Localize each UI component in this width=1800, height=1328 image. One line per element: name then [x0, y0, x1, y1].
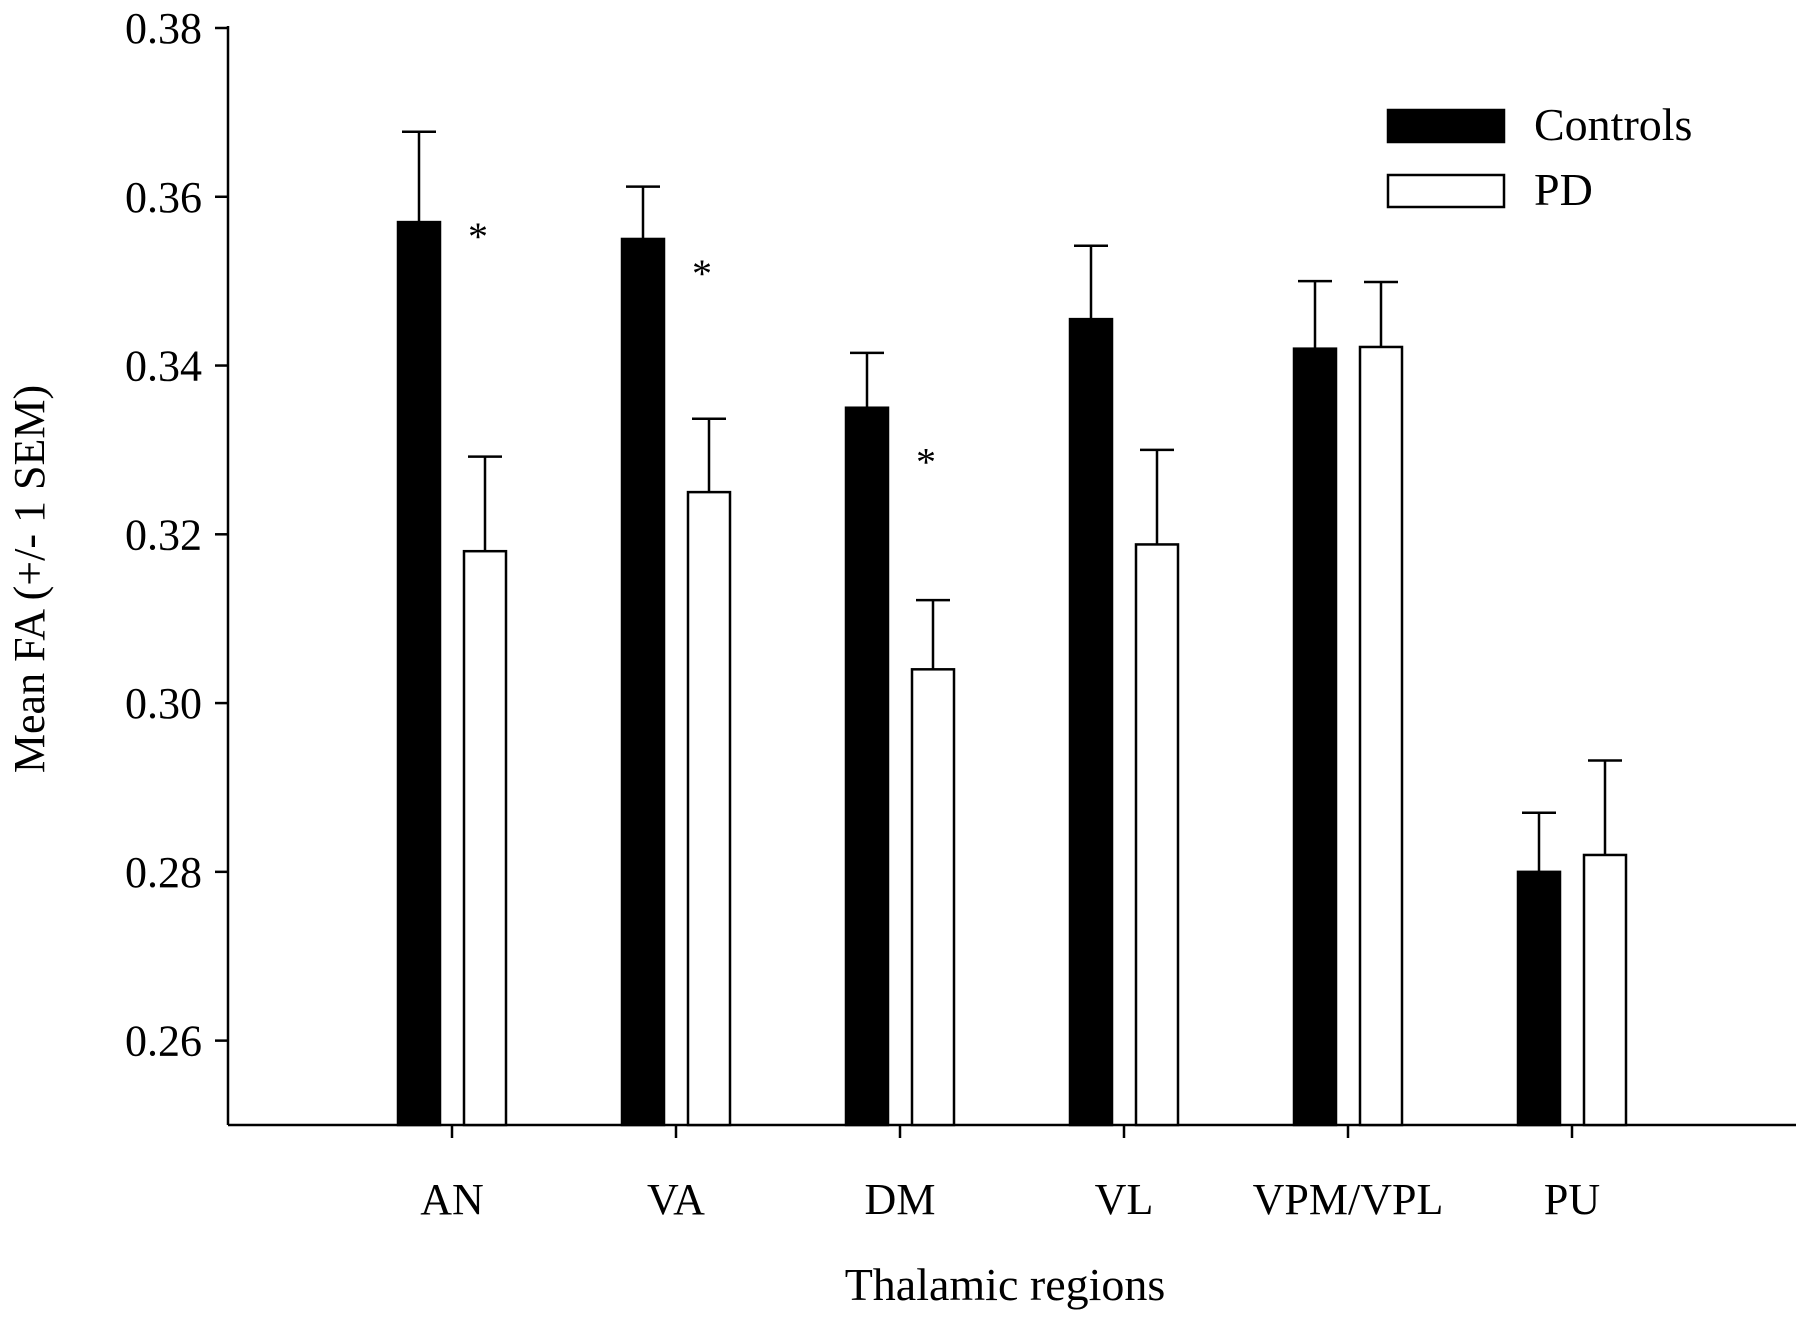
x-axis-label: Thalamic regions	[845, 1259, 1166, 1310]
bar-pd	[1582, 853, 1628, 1127]
bar-pd	[1358, 345, 1404, 1127]
significance-marker: *	[692, 251, 712, 296]
legend-swatch-pd	[1386, 173, 1506, 209]
x-tick-label: VL	[1095, 1175, 1154, 1224]
significance-marker: *	[916, 440, 936, 485]
legend-swatch-controls	[1386, 108, 1506, 144]
bar-pd	[462, 549, 508, 1127]
x-tick-label: VPM/VPL	[1253, 1175, 1444, 1224]
bar-controls	[844, 406, 890, 1127]
x-tick-label: DM	[865, 1175, 936, 1224]
y-tick-label: 0.38	[125, 4, 202, 53]
legend-label-pd: PD	[1534, 164, 1593, 215]
bar-controls	[1068, 317, 1114, 1127]
bar-controls	[1516, 870, 1562, 1127]
y-tick-label: 0.36	[125, 173, 202, 222]
y-axis-label: Mean FA (+/- 1 SEM)	[5, 385, 54, 773]
bar-pd	[686, 490, 732, 1127]
y-tick-label: 0.28	[125, 848, 202, 897]
bar-pd	[1134, 543, 1180, 1127]
bar-controls	[1292, 347, 1338, 1127]
y-tick-label: 0.34	[125, 342, 202, 391]
y-tick-label: 0.32	[125, 510, 202, 559]
y-tick-label: 0.30	[125, 679, 202, 728]
y-tick-label: 0.26	[125, 1017, 202, 1066]
bar-controls	[620, 237, 666, 1127]
x-tick-label: VA	[647, 1175, 705, 1224]
bar-pd	[910, 668, 956, 1127]
legend-label-controls: Controls	[1534, 99, 1692, 150]
x-tick-label: AN	[420, 1175, 484, 1224]
x-tick-label: PU	[1544, 1175, 1600, 1224]
bar-controls	[396, 220, 442, 1127]
significance-marker: *	[468, 214, 488, 259]
plot-area: 0.26 0.28 0.30 0.32 0.34 0.36 0.38 * AN * VA * DM VL V…	[125, 4, 1796, 1224]
